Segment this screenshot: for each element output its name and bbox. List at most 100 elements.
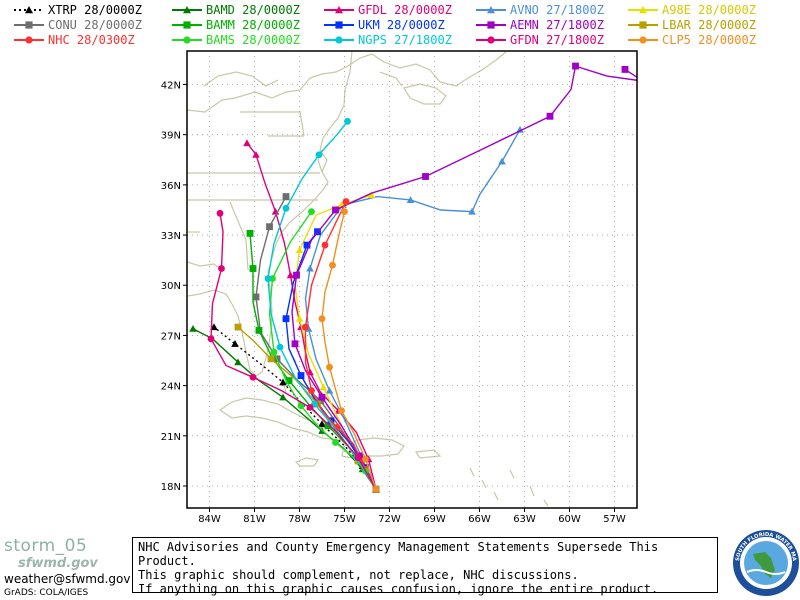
legend-item-bamm: BAMM 28/0000Z [170,18,300,32]
legend-label: CONU 28/0000Z [48,18,142,32]
disclaimer-line-1: NHC Advisories and County Emergency Mana… [138,540,659,568]
legend-label: UKM 28/0000Z [358,18,445,32]
track-point [326,363,333,371]
contact-email[interactable]: weather@sfwmd.gov [4,572,131,586]
track-point [306,264,314,272]
triangle-marker-icon [628,6,658,14]
lat-label: 21N [161,432,181,443]
square-marker-icon [476,21,506,29]
track-point [252,150,260,158]
circle-marker-icon [14,36,44,44]
track-point [341,208,348,216]
track-point [572,62,579,70]
track-point [329,261,336,269]
legend-item-aemn: AEMN 27/1800Z [474,18,604,32]
model-tracks [189,62,647,493]
track-point [516,125,524,133]
disclaimer-line-3: If anything on this graphic causes confu… [138,582,659,596]
legend-label: NHC 28/0300Z [48,33,135,47]
square-marker-icon [14,21,44,29]
lon-label: 75W [333,514,356,525]
track-point [332,206,339,214]
track-point [279,378,287,386]
track-point [189,324,197,332]
track-point [308,208,315,216]
track-point [406,196,415,203]
legend-item-a98e: A98E 28/0000Z [626,3,756,17]
circle-marker-icon [172,36,202,44]
axis-labels: 84W 81W 78W 75W 72W 69W 66W 63W 60W 57W 42N 39N 36N 3… [161,80,626,525]
circle-marker-icon [324,36,354,44]
track-point [279,393,287,401]
puerto-rico [414,449,442,459]
track-point [468,207,476,215]
legend-label: AEMN 27/1800Z [510,18,604,32]
hispaniola [341,437,405,459]
legend-label: AVNO 27/1800Z [510,3,604,17]
site-logo-text: sfwmd.gov [18,556,98,571]
lon-label: 66W [468,514,491,525]
track-point [362,455,369,463]
track-point [546,112,554,120]
track-point [297,372,305,380]
legend-item-ukm: UKM 28/0000Z [322,18,445,32]
track-point [249,265,257,272]
disclaimer-line-2: This graphic should complement, not repl… [138,568,579,582]
model-legend: XTRP 28/0000Z BAMD 28/0000Z GFDL 28/0000Z A… [0,0,800,48]
track-point [325,386,334,394]
track-gfdn [207,209,380,493]
track-point [207,335,215,343]
grads-credit: GrADS: COLA/IGES [4,588,89,598]
track-point [621,66,629,73]
lat-label: 39N [161,131,181,142]
track-point [318,393,326,401]
lon-label: 60W [558,514,581,525]
lat-label: 27N [161,331,181,342]
track-point [266,223,273,231]
track-point [216,209,224,217]
track-point [332,439,339,446]
legend-item-avno: AVNO 27/1800Z [474,3,604,17]
legend-item-gfdn: GFDN 27/1800Z [474,33,604,47]
square-marker-icon [324,21,354,29]
track-point [344,117,351,125]
legend-item-nhc: NHC 28/0300Z [12,33,135,47]
track-point [282,204,290,212]
lon-label: 72W [378,514,401,525]
track-point [286,271,295,279]
track-point [308,387,315,395]
map-background [187,51,637,508]
track-point [640,78,647,85]
track-point [293,271,300,279]
lat-label: 36N [161,181,181,192]
map-frame [186,50,638,509]
track-point [342,198,350,206]
maritimes [379,71,403,87]
lon-label: 57W [603,514,626,525]
triangle-marker-icon [172,6,202,14]
legend-label: BAMM 28/0000Z [206,18,300,32]
track-point [498,157,506,165]
track-point [302,323,309,331]
track-point [270,348,278,356]
lat-label: 42N [161,80,181,91]
legend-label: GFDL 28/0000Z [358,3,452,17]
track-point [303,241,311,249]
track-point [318,315,326,323]
lon-label: 84W [198,514,221,525]
legend-item-conu: CONU 28/0000Z [12,18,142,32]
legend-label: A98E 28/0000Z [662,3,756,17]
lat-label: 30N [161,281,181,292]
legend-label: BAMS 28/0000Z [206,33,300,47]
track-point [285,377,293,385]
state-line-6 [240,111,305,137]
lat-label: 33N [161,231,181,242]
track-point [264,275,272,282]
legend-item-bams: BAMS 28/0000Z [170,33,300,47]
track-point [306,403,314,411]
legend-item-xtrp: XTRP 28/0000Z [12,3,142,17]
circle-marker-icon [476,36,506,44]
track-point [318,420,326,428]
legend-item-lbar: LBAR 28/0000Z [626,18,756,32]
lon-label: 63W [513,514,536,525]
